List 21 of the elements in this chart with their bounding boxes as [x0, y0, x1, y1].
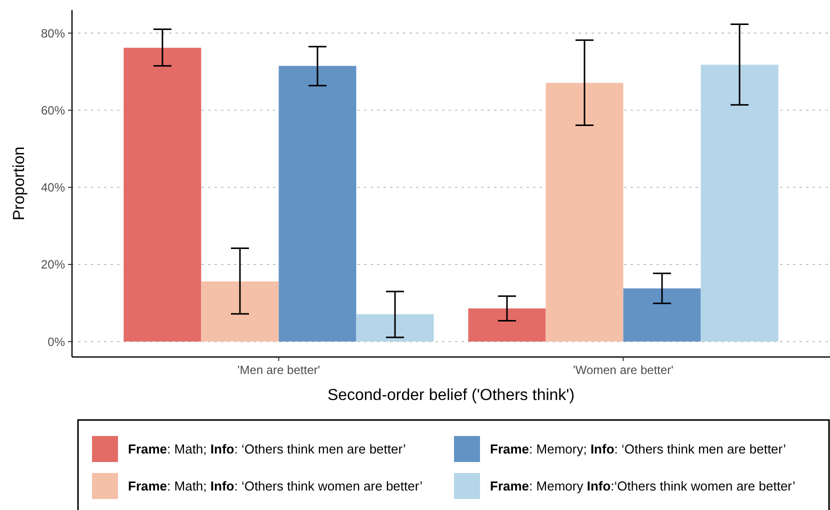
bar	[546, 82, 624, 342]
bar	[700, 64, 778, 342]
y-tick-label: 40%	[40, 180, 66, 195]
y-tick-label: 80%	[40, 26, 66, 40]
legend-label: Frame: Memory Info:‘Others think women are better’	[490, 478, 796, 494]
y-tick-label: 60%	[40, 103, 66, 118]
y-axis-title: Proportion	[11, 146, 28, 220]
x-axis-title: Second-order belief ('Others think')	[327, 387, 575, 404]
x-tick-label: 'Men are better'	[237, 363, 320, 377]
legend-label: Frame: Memory; Info: ‘Others think men are better’	[490, 442, 786, 457]
y-tick-label: 0%	[48, 334, 66, 349]
bar	[124, 48, 202, 342]
y-tick-label: 20%	[40, 258, 66, 272]
x-tick-label: 'Women are better'	[573, 363, 674, 377]
bar	[468, 308, 546, 342]
legend-label: Frame: Math; Info: ‘Others think women are better’	[128, 478, 423, 494]
bar	[201, 281, 279, 342]
legend-label: Frame: Math; Info: ‘Others think men are better’	[128, 442, 406, 457]
bar	[623, 288, 701, 342]
bar	[278, 66, 356, 342]
bar	[356, 314, 434, 342]
